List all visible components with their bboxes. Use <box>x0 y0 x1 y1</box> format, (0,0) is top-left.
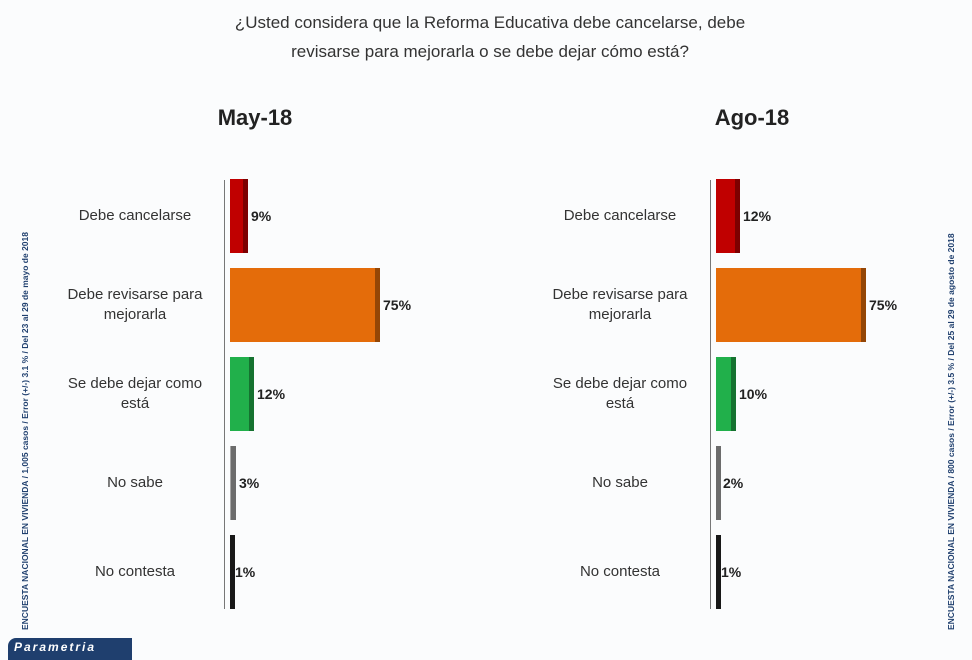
axis-line <box>224 179 225 609</box>
bar <box>716 446 721 520</box>
bar <box>716 535 721 609</box>
category-label: Debe revisarse para mejorarla <box>552 286 688 323</box>
category-label: Debe cancelarse <box>563 207 677 224</box>
side-note: ENCUESTA NACIONAL EN VIVIENDA / 800 caso… <box>946 233 956 630</box>
category-label: Se debe dejar como está <box>67 375 203 412</box>
bar <box>716 268 866 342</box>
page-title: ¿Usted considera que la Reforma Educativ… <box>234 13 746 61</box>
value-label: 1% <box>721 564 742 580</box>
chart-title: Ago-18 <box>714 105 790 130</box>
bar <box>230 357 254 431</box>
value-label: 9% <box>251 208 272 224</box>
bar <box>716 357 736 431</box>
value-label: 12% <box>257 386 286 402</box>
value-label: 12% <box>743 208 772 224</box>
logo: Parametria <box>8 638 132 660</box>
value-label: 2% <box>723 475 744 491</box>
category-label: No sabe <box>592 474 648 491</box>
category-label: No sabe <box>107 474 163 491</box>
value-label: 75% <box>869 297 898 313</box>
category-label: No contesta <box>579 563 661 580</box>
bar <box>230 446 236 520</box>
bar <box>230 179 248 253</box>
category-label: No contesta <box>94 563 176 580</box>
value-label: 1% <box>235 564 256 580</box>
value-label: 10% <box>739 386 768 402</box>
value-label: 3% <box>239 475 260 491</box>
category-label: Se debe dejar como está <box>552 375 688 412</box>
chart-title: May-18 <box>217 105 293 130</box>
axis-line <box>710 179 711 609</box>
category-label: Debe cancelarse <box>78 207 192 224</box>
value-label: 75% <box>383 297 412 313</box>
bar <box>716 179 740 253</box>
category-label: Debe revisarse para mejorarla <box>67 286 203 323</box>
bar <box>230 268 380 342</box>
bar <box>230 535 235 609</box>
side-note: ENCUESTA NACIONAL EN VIVIENDA / 1,005 ca… <box>20 232 30 630</box>
